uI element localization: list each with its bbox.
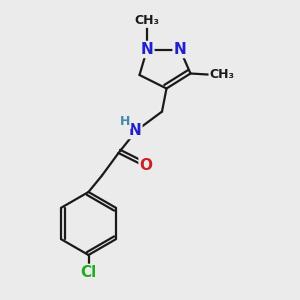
Text: CH₃: CH₃ <box>209 68 235 82</box>
Text: H: H <box>120 115 130 128</box>
Text: Cl: Cl <box>80 265 97 280</box>
Text: CH₃: CH₃ <box>134 14 160 27</box>
Text: N: N <box>174 42 186 57</box>
Text: N: N <box>141 42 153 57</box>
Text: N: N <box>129 123 141 138</box>
Text: O: O <box>140 158 153 172</box>
